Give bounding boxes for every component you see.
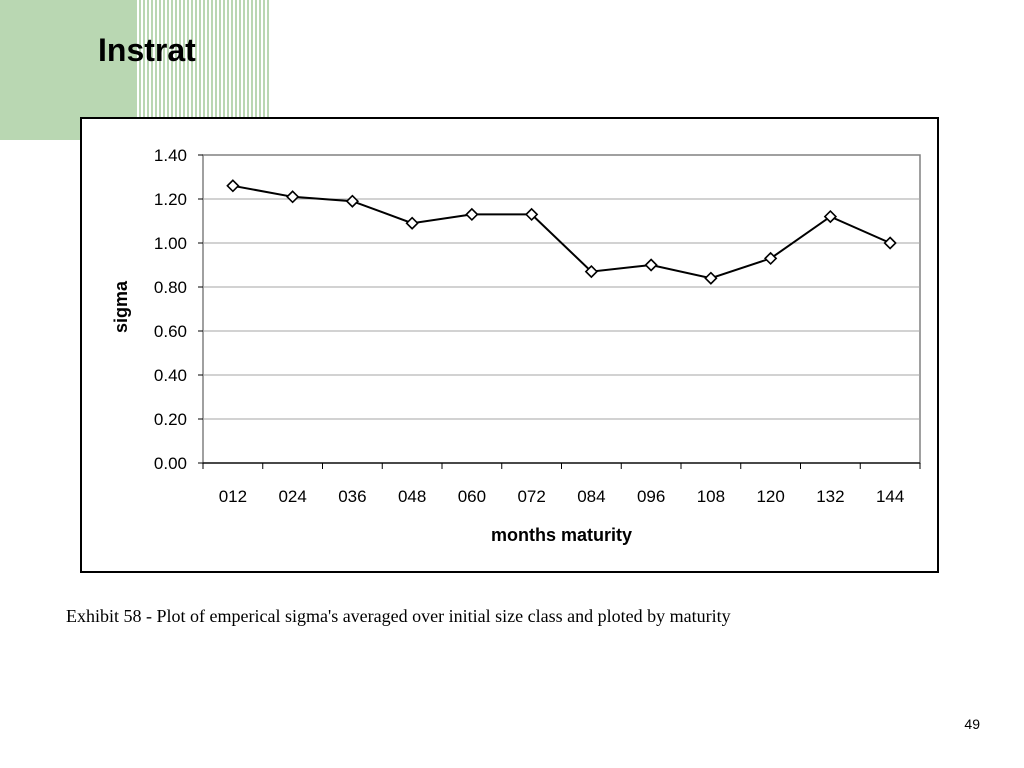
y-axis-title: sigma — [111, 280, 131, 333]
data-point-marker — [524, 207, 539, 222]
x-tick-label: 024 — [278, 487, 306, 506]
y-tick-label: 1.20 — [154, 190, 187, 209]
slide-title: Instrat — [98, 32, 196, 68]
decorative-striped-block — [135, 0, 270, 118]
page-number: 49 — [964, 716, 980, 732]
x-tick-label: 108 — [697, 487, 725, 506]
data-point-marker — [883, 236, 897, 250]
data-point-marker — [465, 207, 479, 222]
y-tick-label: 0.20 — [154, 410, 187, 429]
x-tick-label: 072 — [517, 487, 545, 506]
chart-frame: 0.00 0.20 0.40 0.60 0.80 1.00 1.20 1.40 012 024 03… — [80, 117, 939, 573]
x-tick-label: 084 — [577, 487, 605, 506]
y-tick-label: 0.00 — [154, 454, 187, 473]
y-tick-label: 1.40 — [154, 146, 187, 165]
x-tick-label: 048 — [398, 487, 426, 506]
data-point-marker — [345, 194, 360, 208]
series-line — [232, 184, 891, 280]
x-tick-label: 036 — [338, 487, 366, 506]
data-point-marker — [763, 251, 778, 266]
data-point-marker — [704, 271, 718, 285]
data-point-marker — [405, 216, 419, 230]
exhibit-caption: Exhibit 58 - Plot of emperical sigma's a… — [66, 606, 731, 626]
y-tick-label: 1.00 — [154, 234, 187, 253]
y-tick-label: 0.40 — [154, 366, 187, 385]
data-point-marker — [226, 179, 240, 193]
data-point-marker — [285, 190, 300, 204]
x-tick-label: 144 — [876, 487, 904, 506]
x-tick-label: 012 — [219, 487, 247, 506]
x-axis-title: months maturity — [491, 525, 632, 545]
x-tick-label: 060 — [458, 487, 486, 506]
sigma-line-chart: 0.00 0.20 0.40 0.60 0.80 1.00 1.20 1.40 012 024 03… — [111, 146, 921, 545]
x-tick-label: 096 — [637, 487, 665, 506]
y-tick-label: 0.80 — [154, 278, 187, 297]
y-tick-label: 0.60 — [154, 322, 187, 341]
x-tick-label: 120 — [756, 487, 784, 506]
data-point-marker — [584, 264, 599, 279]
decorative-green-block — [0, 0, 135, 140]
data-point-marker — [823, 209, 838, 224]
plot-area-border — [202, 154, 921, 464]
x-tick-label: 132 — [816, 487, 844, 506]
data-point-marker — [644, 258, 658, 272]
